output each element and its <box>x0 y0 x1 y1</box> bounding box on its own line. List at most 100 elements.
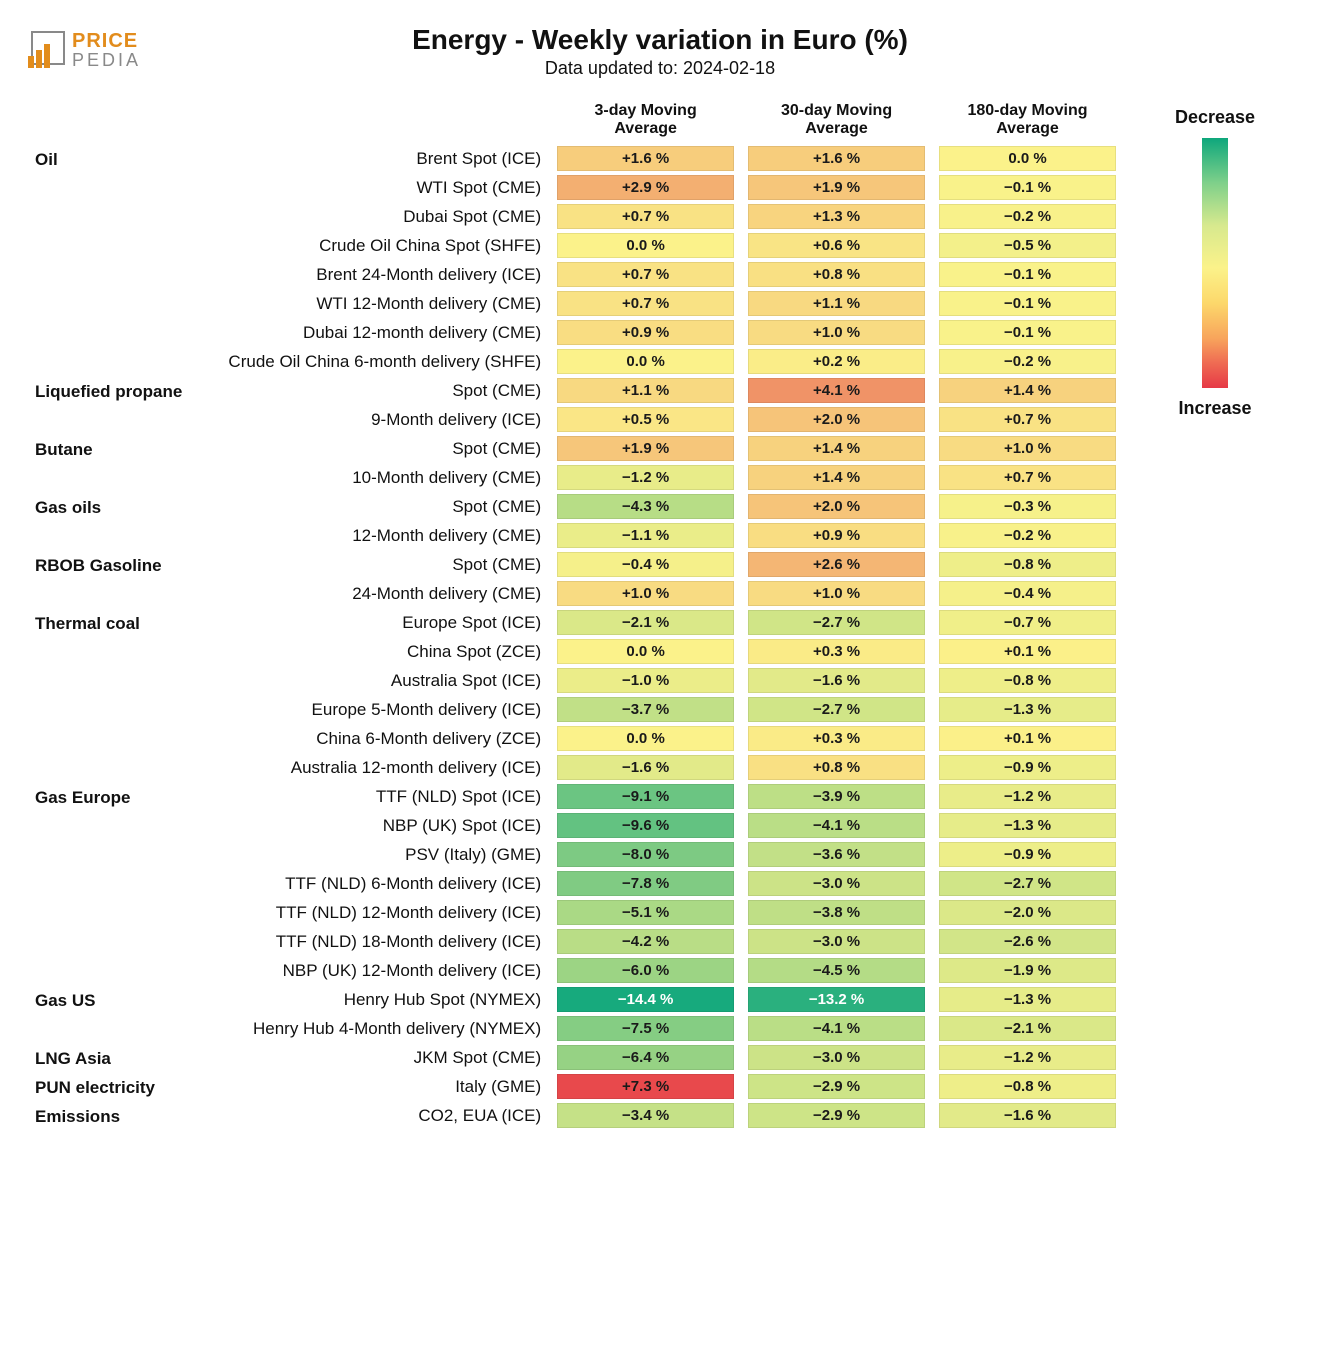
heatmap-cell: −0.1 % <box>939 262 1116 287</box>
category-label: Liquefied propane <box>34 378 201 403</box>
category-label <box>34 465 201 490</box>
row-label: Italy (GME) <box>215 1074 544 1099</box>
heatmap-cell: +0.5 % <box>557 407 734 432</box>
heatmap-cell: −3.0 % <box>748 929 925 954</box>
heatmap-cell: −0.1 % <box>939 291 1116 316</box>
heatmap-cell: −1.3 % <box>939 987 1116 1012</box>
table-row: Australia Spot (ICE)−1.0 %−1.6 %−0.8 % <box>34 668 1116 693</box>
table-row: TTF (NLD) 18-Month delivery (ICE)−4.2 %−… <box>34 929 1116 954</box>
table-row: OilBrent Spot (ICE)+1.6 %+1.6 %0.0 % <box>34 146 1116 171</box>
heatmap-cell: −6.0 % <box>557 958 734 983</box>
category-label <box>34 262 201 287</box>
table-row: Liquefied propaneSpot (CME)+1.1 %+4.1 %+… <box>34 378 1116 403</box>
row-label: WTI Spot (CME) <box>215 175 544 200</box>
heatmap-cell: −1.2 % <box>939 784 1116 809</box>
row-label: Australia Spot (ICE) <box>215 668 544 693</box>
heatmap-cell: −14.4 % <box>557 987 734 1012</box>
heatmap-cell: +0.2 % <box>748 349 925 374</box>
heatmap-cell: −3.8 % <box>748 900 925 925</box>
row-label: Henry Hub 4-Month delivery (NYMEX) <box>215 1016 544 1041</box>
heatmap-cell: −0.1 % <box>939 320 1116 345</box>
row-label: NBP (UK) 12-Month delivery (ICE) <box>215 958 544 983</box>
energy-heatmap-page: PRICE PEDIA Energy - Weekly variation in… <box>0 0 1320 1172</box>
category-label: Oil <box>34 146 201 171</box>
heatmap-cell: +1.0 % <box>748 320 925 345</box>
heatmap-cell: −2.0 % <box>939 900 1116 925</box>
category-label <box>34 204 201 229</box>
heatmap-cell: +0.3 % <box>748 726 925 751</box>
category-label <box>34 1016 201 1041</box>
heatmap-cell: 0.0 % <box>557 349 734 374</box>
heatmap-cell: −0.2 % <box>939 204 1116 229</box>
table-row: RBOB GasolineSpot (CME)−0.4 %+2.6 %−0.8 … <box>34 552 1116 577</box>
heatmap-cell: −8.0 % <box>557 842 734 867</box>
category-label <box>34 871 201 896</box>
row-label: Europe Spot (ICE) <box>215 610 544 635</box>
heatmap-cell: −3.6 % <box>748 842 925 867</box>
heatmap-cell: +1.4 % <box>748 465 925 490</box>
heatmap-cell: +0.1 % <box>939 639 1116 664</box>
category-label <box>34 929 201 954</box>
table-row: Dubai Spot (CME)+0.7 %+1.3 %−0.2 % <box>34 204 1116 229</box>
table-row: China Spot (ZCE)0.0 %+0.3 %+0.1 % <box>34 639 1116 664</box>
heatmap-cell: +1.4 % <box>748 436 925 461</box>
heatmap-cell: −1.0 % <box>557 668 734 693</box>
table-row: 24-Month delivery (CME)+1.0 %+1.0 %−0.4 … <box>34 581 1116 606</box>
row-label: JKM Spot (CME) <box>215 1045 544 1070</box>
heatmap-cell: −0.1 % <box>939 175 1116 200</box>
heatmap-cell: −1.1 % <box>557 523 734 548</box>
row-label: Crude Oil China 6-month delivery (SHFE) <box>215 349 544 374</box>
heatmap-cell: 0.0 % <box>939 146 1116 171</box>
table-row: PSV (Italy) (GME)−8.0 %−3.6 %−0.9 % <box>34 842 1116 867</box>
heatmap-cell: +2.0 % <box>748 494 925 519</box>
heatmap-cell: −13.2 % <box>748 987 925 1012</box>
table-row: Brent 24-Month delivery (ICE)+0.7 %+0.8 … <box>34 262 1116 287</box>
brand-logo: PRICE PEDIA <box>24 28 141 72</box>
heatmap-cell: −4.5 % <box>748 958 925 983</box>
row-label: Crude Oil China Spot (SHFE) <box>215 233 544 258</box>
category-label: PUN electricity <box>34 1074 201 1099</box>
heatmap-cell: +1.0 % <box>748 581 925 606</box>
table-row: Australia 12-month delivery (ICE)−1.6 %+… <box>34 755 1116 780</box>
row-label: Brent Spot (ICE) <box>215 146 544 171</box>
row-label: 24-Month delivery (CME) <box>215 581 544 606</box>
category-label: Gas US <box>34 987 201 1012</box>
heatmap-cell: −0.8 % <box>939 552 1116 577</box>
category-label <box>34 291 201 316</box>
heatmap-cell: −0.4 % <box>939 581 1116 606</box>
table-row: TTF (NLD) 6-Month delivery (ICE)−7.8 %−3… <box>34 871 1116 896</box>
table-row: Gas EuropeTTF (NLD) Spot (ICE)−9.1 %−3.9… <box>34 784 1116 809</box>
page-title: Energy - Weekly variation in Euro (%) <box>20 24 1300 56</box>
row-label: WTI 12-Month delivery (CME) <box>215 291 544 316</box>
heatmap-cell: −1.3 % <box>939 813 1116 838</box>
heatmap-cell: +0.7 % <box>557 262 734 287</box>
row-label: Dubai 12-month delivery (CME) <box>215 320 544 345</box>
heatmap-cell: +0.3 % <box>748 639 925 664</box>
header-row: 3-day MovingAverage 30-day MovingAverage… <box>34 101 1116 142</box>
heatmap-cell: −3.7 % <box>557 697 734 722</box>
category-label: Gas Europe <box>34 784 201 809</box>
table-row: LNG AsiaJKM Spot (CME)−6.4 %−3.0 %−1.2 % <box>34 1045 1116 1070</box>
heatmap-cell: +0.1 % <box>939 726 1116 751</box>
row-label: 12-Month delivery (CME) <box>215 523 544 548</box>
table-row: WTI Spot (CME)+2.9 %+1.9 %−0.1 % <box>34 175 1116 200</box>
heatmap-cell: −4.2 % <box>557 929 734 954</box>
table-row: Crude Oil China Spot (SHFE)0.0 %+0.6 %−0… <box>34 233 1116 258</box>
row-label: 10-Month delivery (CME) <box>215 465 544 490</box>
heatmap-cell: −5.1 % <box>557 900 734 925</box>
category-label <box>34 813 201 838</box>
table-row: Gas oilsSpot (CME)−4.3 %+2.0 %−0.3 % <box>34 494 1116 519</box>
table-row: Henry Hub 4-Month delivery (NYMEX) −7.5 %… <box>34 1016 1116 1041</box>
category-label: Thermal coal <box>34 610 201 635</box>
heatmap-cell: −7.5 % <box>557 1016 734 1041</box>
category-label: LNG Asia <box>34 1045 201 1070</box>
brand-name-line1: PRICE <box>72 31 141 51</box>
category-label <box>34 320 201 345</box>
heatmap-cell: −0.2 % <box>939 523 1116 548</box>
heatmap-cell: −1.3 % <box>939 697 1116 722</box>
category-label <box>34 958 201 983</box>
heatmap-cell: −3.0 % <box>748 871 925 896</box>
category-label <box>34 523 201 548</box>
table-row: Europe 5-Month delivery (ICE)−3.7 %−2.7 … <box>34 697 1116 722</box>
heatmap-cell: +0.7 % <box>939 465 1116 490</box>
